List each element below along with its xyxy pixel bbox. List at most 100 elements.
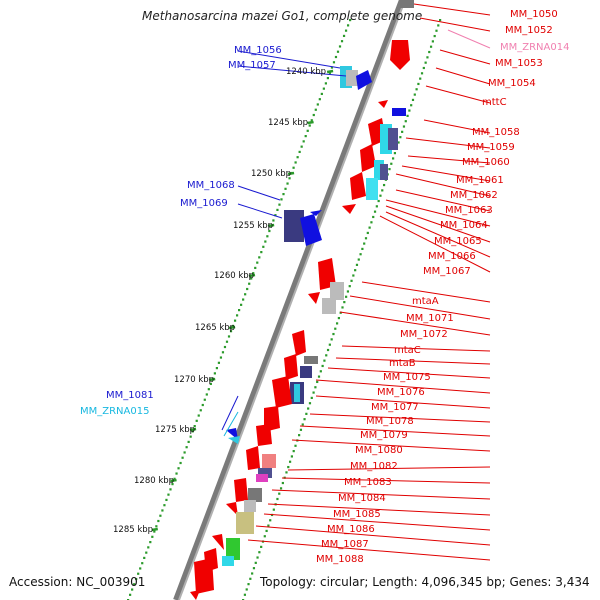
gene-label-mm_1075[interactable]: MM_1075	[383, 372, 431, 383]
gene-label-mm_1072[interactable]: MM_1072	[400, 329, 448, 340]
gene-label-mm_1062[interactable]: MM_1062	[450, 190, 498, 201]
gene-label-mm_1082[interactable]: MM_1082	[350, 461, 398, 472]
kbp-label: 1250 kbp	[251, 169, 292, 179]
gene-arrow-mm1061	[360, 144, 376, 172]
gc-skew-dot-left	[159, 514, 162, 517]
gene-block-mm1087	[226, 538, 240, 560]
gene-label-mm_1079[interactable]: MM_1079	[360, 430, 408, 441]
scale-tick	[326, 69, 334, 74]
gc-skew-dot-right	[406, 114, 409, 117]
gc-skew-dot-right	[301, 423, 304, 426]
gene-label-mm_1066[interactable]: MM_1066	[428, 251, 476, 262]
gc-skew-dot-right	[317, 375, 321, 378]
gc-skew-dot-left	[306, 129, 309, 132]
gene-label-mm_1067[interactable]: MM_1067	[423, 266, 471, 277]
gene-label-mttc[interactable]: mttC	[482, 97, 507, 108]
genome-backbone-highlight	[178, 0, 406, 600]
gene-arrow-mm1075	[284, 354, 298, 380]
gene-arrow-mm1080	[256, 424, 272, 446]
gc-skew-dot-left	[225, 340, 229, 343]
gc-skew-dot-left	[147, 546, 150, 549]
gene-label-mm_1058[interactable]: MM_1058	[472, 127, 520, 138]
gc-skew-dot-right	[437, 24, 440, 27]
gene-label-mm_1069[interactable]: MM_1069	[180, 198, 228, 209]
gc-skew-dot-right	[413, 93, 416, 96]
gc-skew-dot-left	[256, 261, 259, 264]
gc-skew-dot-left	[229, 330, 233, 333]
gene-label-mm_1087[interactable]: MM_1087	[321, 539, 369, 550]
gene-label-mm_1083[interactable]: MM_1083	[344, 477, 392, 488]
gc-skew-dot-left	[195, 419, 198, 422]
gc-skew-dot-left	[316, 103, 319, 106]
gene-label-mm_1080[interactable]: MM_1080	[355, 445, 403, 456]
gc-skew-dot-left	[258, 256, 261, 259]
gene-label-mtaa[interactable]: mtaA	[412, 296, 439, 307]
gene-arrow-mtac	[292, 330, 306, 356]
gene-label-mm_1052[interactable]: MM_1052	[505, 25, 553, 36]
gc-skew-dot-right	[411, 98, 415, 102]
kbp-label: 1255 kbp	[233, 221, 274, 231]
gene-label-mm_1059[interactable]: MM_1059	[467, 142, 515, 153]
gc-skew-dot-left	[173, 477, 176, 480]
gc-skew-dot-right	[254, 561, 257, 564]
gc-skew-dot-left	[294, 161, 297, 164]
gene-label-mm_1086[interactable]: MM_1086	[327, 524, 375, 535]
gene-label-mm_1088[interactable]: MM_1088	[316, 554, 364, 565]
gene-label-mm_1064[interactable]: MM_1064	[440, 220, 488, 231]
gene-label-mm_1056[interactable]: MM_1056	[234, 45, 282, 56]
gc-skew-dot-right	[433, 34, 436, 38]
gc-skew-dot-left	[346, 24, 350, 27]
gene-block-mm1084	[248, 488, 262, 502]
gene-block-mm1085	[244, 500, 256, 512]
gc-skew-dot-right	[294, 444, 297, 447]
gene-arrow-mm1057	[356, 70, 372, 90]
gene-label-mtab[interactable]: mtaB	[389, 358, 416, 369]
gene-label-mm_1076[interactable]: MM_1076	[377, 387, 425, 398]
gc-skew-dot-right	[359, 253, 362, 256]
gene-label-mm_1071[interactable]: MM_1071	[406, 313, 454, 324]
gc-skew-dot-left	[235, 314, 239, 317]
gc-skew-dot-right	[397, 141, 400, 144]
gene-block-mm1083b	[256, 474, 268, 482]
gene-label-mm_zrna015[interactable]: MM_ZRNA015	[80, 406, 150, 417]
label-connector-mm_1052	[419, 17, 491, 32]
scale-tick	[287, 171, 295, 176]
gene-label-mm_1054[interactable]: MM_1054	[488, 78, 536, 89]
gc-skew-dot-right	[269, 519, 272, 522]
gene-label-mm_1063[interactable]: MM_1063	[445, 205, 493, 216]
gc-skew-dot-left	[304, 135, 307, 138]
gene-label-mm_1085[interactable]: MM_1085	[333, 509, 381, 520]
gene-block-mtab	[304, 356, 318, 364]
gene-label-mtac[interactable]: mtaC	[394, 345, 421, 356]
gc-skew-dot-right	[370, 221, 373, 224]
gene-label-mm_1081[interactable]: MM_1081	[106, 390, 154, 401]
gene-arrow-mm1064	[350, 172, 366, 200]
gc-skew-dot-right	[346, 290, 350, 293]
gc-skew-dot-left	[143, 556, 146, 560]
gc-skew-dot-left	[155, 525, 158, 528]
gc-skew-dot-left	[149, 541, 152, 544]
gc-skew-dot-left	[250, 277, 253, 280]
gc-skew-dot-left	[233, 319, 237, 322]
label-connector-mm_1061	[401, 165, 491, 182]
gc-skew-dot-right	[285, 471, 288, 474]
gc-skew-dot-left	[296, 156, 299, 159]
gene-label-mm_1050[interactable]: MM_1050	[510, 9, 558, 20]
gene-label-mm_1078[interactable]: MM_1078	[366, 416, 414, 427]
gene-label-mm_1065[interactable]: MM_1065	[434, 236, 482, 247]
gc-skew-dot-left	[171, 483, 174, 486]
gene-label-mm_1077[interactable]: MM_1077	[371, 402, 419, 413]
label-connector-mtab	[335, 357, 491, 365]
gene-label-mm_1053[interactable]: MM_1053	[495, 58, 543, 69]
gene-label-mm_1068[interactable]: MM_1068	[187, 180, 235, 191]
label-connector-mm_1072	[339, 311, 491, 336]
scale-tick	[170, 478, 177, 483]
gene-label-mm_1057[interactable]: MM_1057	[228, 60, 276, 71]
gene-label-mm_1084[interactable]: MM_1084	[338, 493, 386, 504]
gene-label-mm_1060[interactable]: MM_1060	[462, 157, 510, 168]
gc-skew-dot-left	[129, 593, 132, 596]
gc-skew-dot-right	[364, 237, 368, 240]
gene-label-mm_zrna014[interactable]: MM_ZRNA014	[500, 42, 570, 53]
gene-label-mm_1061[interactable]: MM_1061	[456, 175, 504, 186]
